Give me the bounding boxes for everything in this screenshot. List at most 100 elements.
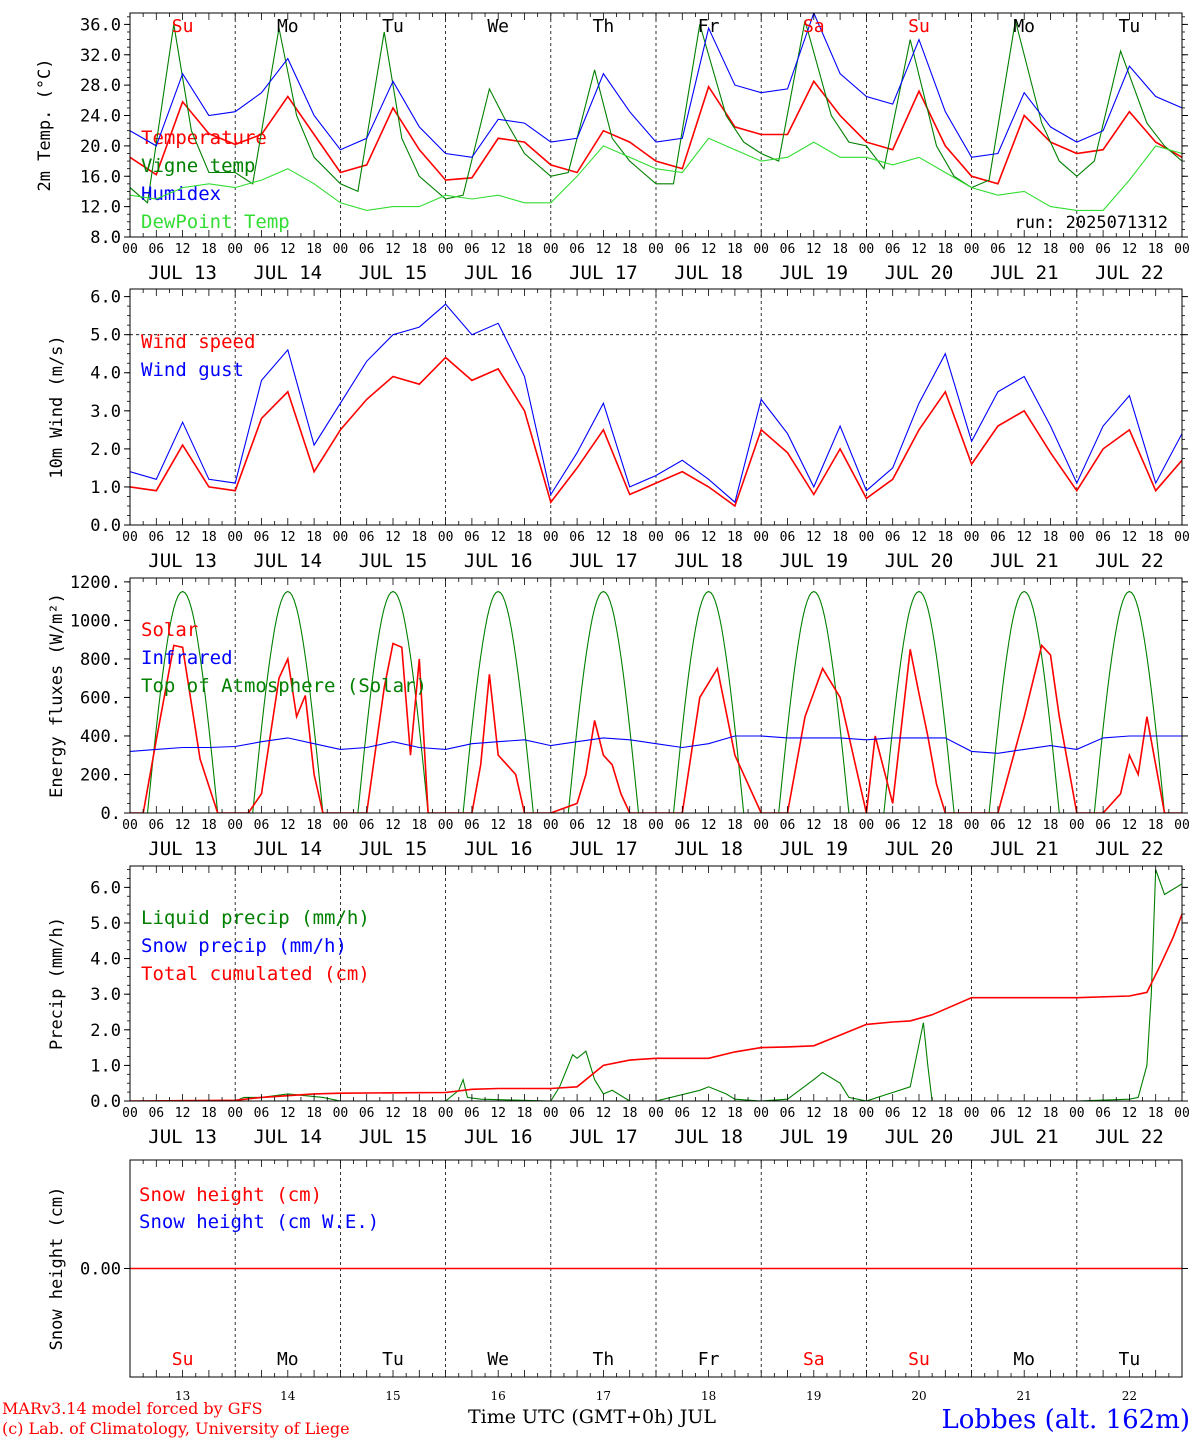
day-of-week-label: Sa [803,16,825,37]
x-date-label: JUL 14 [253,550,322,572]
x-hour-label: 00 [227,818,243,833]
y-tick-label: 2.0 [90,1021,121,1041]
panel-5: Snow height (cm) Snow height (cm W.E.) 0.0… [47,1159,1188,1403]
x-hour-label: 12 [596,818,612,833]
day-of-week-label: Mo [1013,16,1035,37]
x-hour-label: 12 [1122,818,1138,833]
day-of-week-label: Su [908,16,930,37]
x-hour-label: 00 [859,530,875,545]
x-hour-label: 12 [1016,818,1032,833]
x-hour-label: 12 [490,242,506,257]
y-tick-label: 4.0 [90,364,121,384]
day-of-week-label: We [487,1349,509,1370]
x-hour-label: 18 [727,242,743,257]
y-tick-label: 8.0 [90,228,121,248]
x-hour-label: 00 [438,1106,454,1121]
legend-entry: Total cumulated (cm) [141,963,370,985]
x-hour-label: 00 [1069,818,1085,833]
panel-4: Liquid precip (mm/h) Snow precip (mm/h) To… [47,865,1190,1148]
day-of-week-label: Sa [803,1349,825,1370]
x-hour-label: 18 [411,242,427,257]
y-tick-label: 6.0 [90,878,121,898]
x-hour-label: 12 [385,530,401,545]
x-date-label: JUL 15 [359,550,428,572]
x-date-label: JUL 18 [674,262,743,284]
day-number-label: 18 [701,1389,716,1403]
x-hour-label: 18 [727,1106,743,1121]
legend-entry: Wind gust [141,359,244,381]
x-date-label: JUL 19 [779,262,848,284]
x-hour-label: 12 [385,242,401,257]
day-of-week-label: Su [908,1349,930,1370]
x-date-label: JUL 15 [359,1126,428,1148]
x-date-label: JUL 13 [148,838,217,860]
y-tick-label: 800. [80,650,121,670]
x-hour-label: 00 [1174,818,1190,833]
x-hour-label: 12 [175,530,191,545]
x-hour-label: 12 [1016,242,1032,257]
series-line-infrared [130,735,1182,754]
x-hour-label: 12 [701,530,717,545]
x-hour-label: 12 [175,818,191,833]
x-date-label: JUL 22 [1095,550,1164,572]
x-axis-title: Time UTC (GMT+0h) JUL [468,1406,716,1428]
x-hour-label: 06 [1095,242,1111,257]
x-hour-label: 18 [622,242,638,257]
x-hour-label: 06 [780,818,796,833]
x-hour-label: 18 [1043,530,1059,545]
x-hour-label: 06 [569,818,585,833]
y-tick-label: 2.0 [90,440,121,460]
day-of-week-label: Mo [1013,1349,1035,1370]
x-hour-label: 12 [280,530,296,545]
x-hour-label: 12 [911,242,927,257]
day-number-label: 19 [806,1389,821,1403]
x-hour-label: 00 [648,1106,664,1121]
x-hour-label: 06 [885,818,901,833]
y-axis-title: Snow height (cm) [47,1187,67,1351]
x-hour-label: 06 [674,242,690,257]
x-hour-label: 00 [753,530,769,545]
x-hour-label: 18 [937,1106,953,1121]
day-of-week-label: Tu [382,16,404,37]
y-tick-label: 20.0 [80,137,121,157]
day-number-label: 22 [1122,1389,1137,1403]
day-of-week-label: We [487,16,509,37]
x-hour-label: 12 [1016,1106,1032,1121]
x-hour-label: 12 [596,530,612,545]
x-hour-label: 18 [727,530,743,545]
series-line-vigne-temp [130,20,1182,204]
x-hour-label: 06 [990,530,1006,545]
x-date-label: JUL 17 [569,838,638,860]
x-hour-label: 18 [1043,242,1059,257]
x-hour-label: 06 [148,530,164,545]
x-hour-label: 06 [1095,818,1111,833]
y-tick-label: 1.0 [90,1056,121,1076]
x-hour-label: 00 [1069,1106,1085,1121]
legend-entry: Infrared [141,647,233,669]
x-hour-label: 12 [806,818,822,833]
legend-entry: Vigne temp [141,155,255,177]
x-hour-label: 00 [753,1106,769,1121]
x-hour-label: 18 [306,242,322,257]
x-hour-label: 06 [254,818,270,833]
x-hour-label: 06 [148,818,164,833]
x-hour-label: 12 [175,1106,191,1121]
x-hour-label: 00 [543,1106,559,1121]
x-date-label: JUL 16 [464,1126,533,1148]
x-hour-label: 18 [201,530,217,545]
x-hour-label: 06 [990,818,1006,833]
x-hour-label: 12 [1122,1106,1138,1121]
x-hour-label: 18 [201,818,217,833]
y-tick-label: 0.0 [90,1092,121,1112]
x-hour-label: 06 [569,242,585,257]
x-date-label: JUL 13 [148,1126,217,1148]
x-hour-label: 18 [937,530,953,545]
x-hour-label: 00 [438,242,454,257]
y-tick-label: 3.0 [90,985,121,1005]
x-hour-label: 12 [701,818,717,833]
day-number-label: 21 [1017,1389,1032,1403]
x-hour-label: 18 [1148,818,1164,833]
x-hour-label: 18 [411,530,427,545]
y-tick-label: 1.0 [90,478,121,498]
